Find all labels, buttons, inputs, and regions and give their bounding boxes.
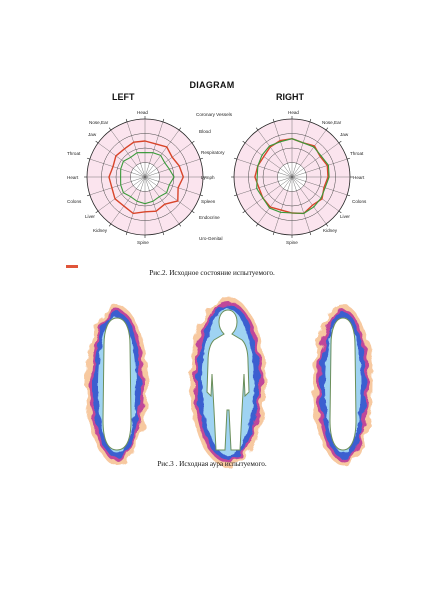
center-label-uro-genital: Uro-Genital <box>199 236 223 241</box>
aura-right-body-silhouette <box>329 317 357 451</box>
center-label-respiratory: Respiratory <box>201 150 225 155</box>
right-label-liver: Liver <box>340 214 350 219</box>
right-label-spine: Spine <box>286 240 298 245</box>
figure-3-caption: Рис.3 . Исходная аура испытуемого. <box>157 460 267 468</box>
aura-figure-left <box>86 305 148 465</box>
left-label-throat: Throat <box>67 151 81 156</box>
right-label-head: Head <box>288 110 299 115</box>
diagram-title: DIAGRAM <box>189 80 235 90</box>
right-label-throat: Throat <box>350 151 364 156</box>
legend-red-marker <box>66 265 78 268</box>
left-label-heart: Heart <box>67 175 79 180</box>
left-label-liver: Liver <box>85 214 95 219</box>
left-panel-label: LEFT <box>112 92 135 102</box>
figure-2-caption: Рис.2. Исходное состояние испытуемого. <box>149 269 275 277</box>
aura-figure-middle <box>190 297 266 467</box>
right-label-colons: Colons <box>352 199 367 204</box>
center-label-lymph: Lymph <box>201 175 215 180</box>
left-label-colons: Colons <box>67 199 82 204</box>
right-label-kidney: Kidney <box>323 228 338 233</box>
right-label-heart: Heart <box>353 175 365 180</box>
aura-figure-right <box>313 305 373 465</box>
aura-left-body-silhouette <box>102 317 132 451</box>
left-label-nose-ear: Nose,Ear <box>89 120 109 125</box>
right-label-jaw: Jaw <box>340 132 349 137</box>
left-label-jaw: Jaw <box>88 132 97 137</box>
center-label-endocrine: Endocrine <box>199 215 220 220</box>
center-label-blood: Blood <box>199 129 211 134</box>
right-label-nose-ear: Nose,Ear <box>322 120 342 125</box>
right-panel-label: RIGHT <box>276 92 304 102</box>
left-label-kidney: Kidney <box>93 228 108 233</box>
left-label-head: Head <box>137 110 148 115</box>
center-label-coronary-vessels: Coronary Vessels <box>196 112 233 117</box>
left-label-spine: Spine <box>137 240 149 245</box>
center-label-spleen: Spleen <box>201 199 216 204</box>
aura-middle-body-silhouette <box>206 309 250 451</box>
